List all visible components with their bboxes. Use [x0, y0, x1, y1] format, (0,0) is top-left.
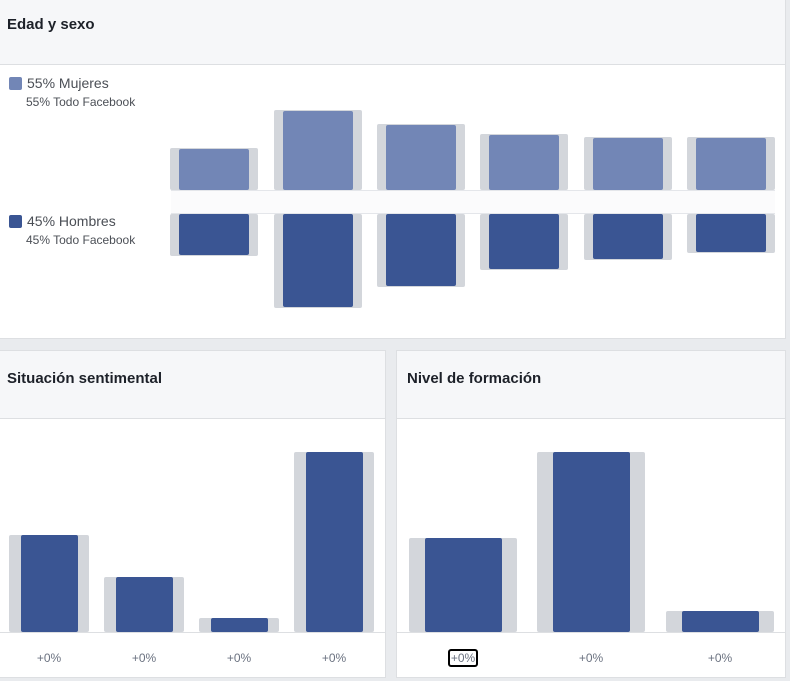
men-legend-label: 45% Hombres	[27, 213, 116, 229]
panel-header: Edad y sexo	[0, 0, 785, 65]
baseline	[0, 632, 385, 633]
panel-header: Nivel de formación	[397, 351, 785, 419]
change-value: +0%	[226, 651, 252, 665]
panel-title: Nivel de formación	[407, 370, 542, 387]
change-value: +0%	[36, 651, 62, 665]
bar-women	[489, 134, 559, 190]
change-value: +0%	[707, 651, 733, 665]
change-value: +0%	[447, 649, 479, 667]
change-label: +0%	[274, 651, 394, 665]
bar	[20, 535, 78, 632]
bar-women	[696, 138, 766, 190]
panel-title: Edad y sexo	[7, 16, 95, 33]
women-legend-swatch	[9, 77, 22, 90]
change-label: +0%	[660, 651, 780, 665]
change-value: +0%	[321, 651, 347, 665]
bar	[681, 611, 759, 632]
women-legend-label: 55% Mujeres	[27, 75, 109, 91]
bar-men	[489, 214, 559, 270]
bar-women	[283, 110, 353, 190]
bar-women	[593, 138, 663, 190]
change-label: +0%	[403, 649, 523, 667]
men-legend-swatch	[9, 215, 22, 228]
panel-header: Situación sentimental	[0, 351, 385, 419]
bar	[305, 452, 363, 632]
bar-women	[179, 148, 249, 190]
change-label: +0%	[531, 651, 651, 665]
bar	[210, 618, 268, 632]
bar-men	[283, 214, 353, 307]
relationship-panel: Situación sentimental +0% +0% +0% +0%	[0, 350, 386, 678]
change-value: +0%	[131, 651, 157, 665]
change-label: +0%	[0, 651, 109, 665]
bar	[424, 537, 502, 632]
age-gender-panel: Edad y sexo 55% Mujeres 55% Todo Faceboo…	[0, 0, 786, 339]
panel-title: Situación sentimental	[7, 370, 163, 387]
change-value: +0%	[578, 651, 604, 665]
baseline	[397, 632, 785, 633]
change-label: +0%	[84, 651, 204, 665]
bar-women	[386, 124, 456, 190]
age-axis-band	[171, 190, 775, 214]
bar-men	[179, 214, 249, 256]
bar	[115, 576, 173, 632]
women-legend-sub: 55% Todo Facebook	[26, 95, 136, 109]
education-panel: Nivel de formación +0% +0% +0%	[396, 350, 786, 678]
bar-men	[696, 214, 766, 252]
bar	[552, 452, 630, 632]
men-legend-sub: 45% Todo Facebook	[26, 233, 136, 247]
bar-men	[386, 214, 456, 287]
bar-men	[593, 214, 663, 259]
change-label: +0%	[179, 651, 299, 665]
